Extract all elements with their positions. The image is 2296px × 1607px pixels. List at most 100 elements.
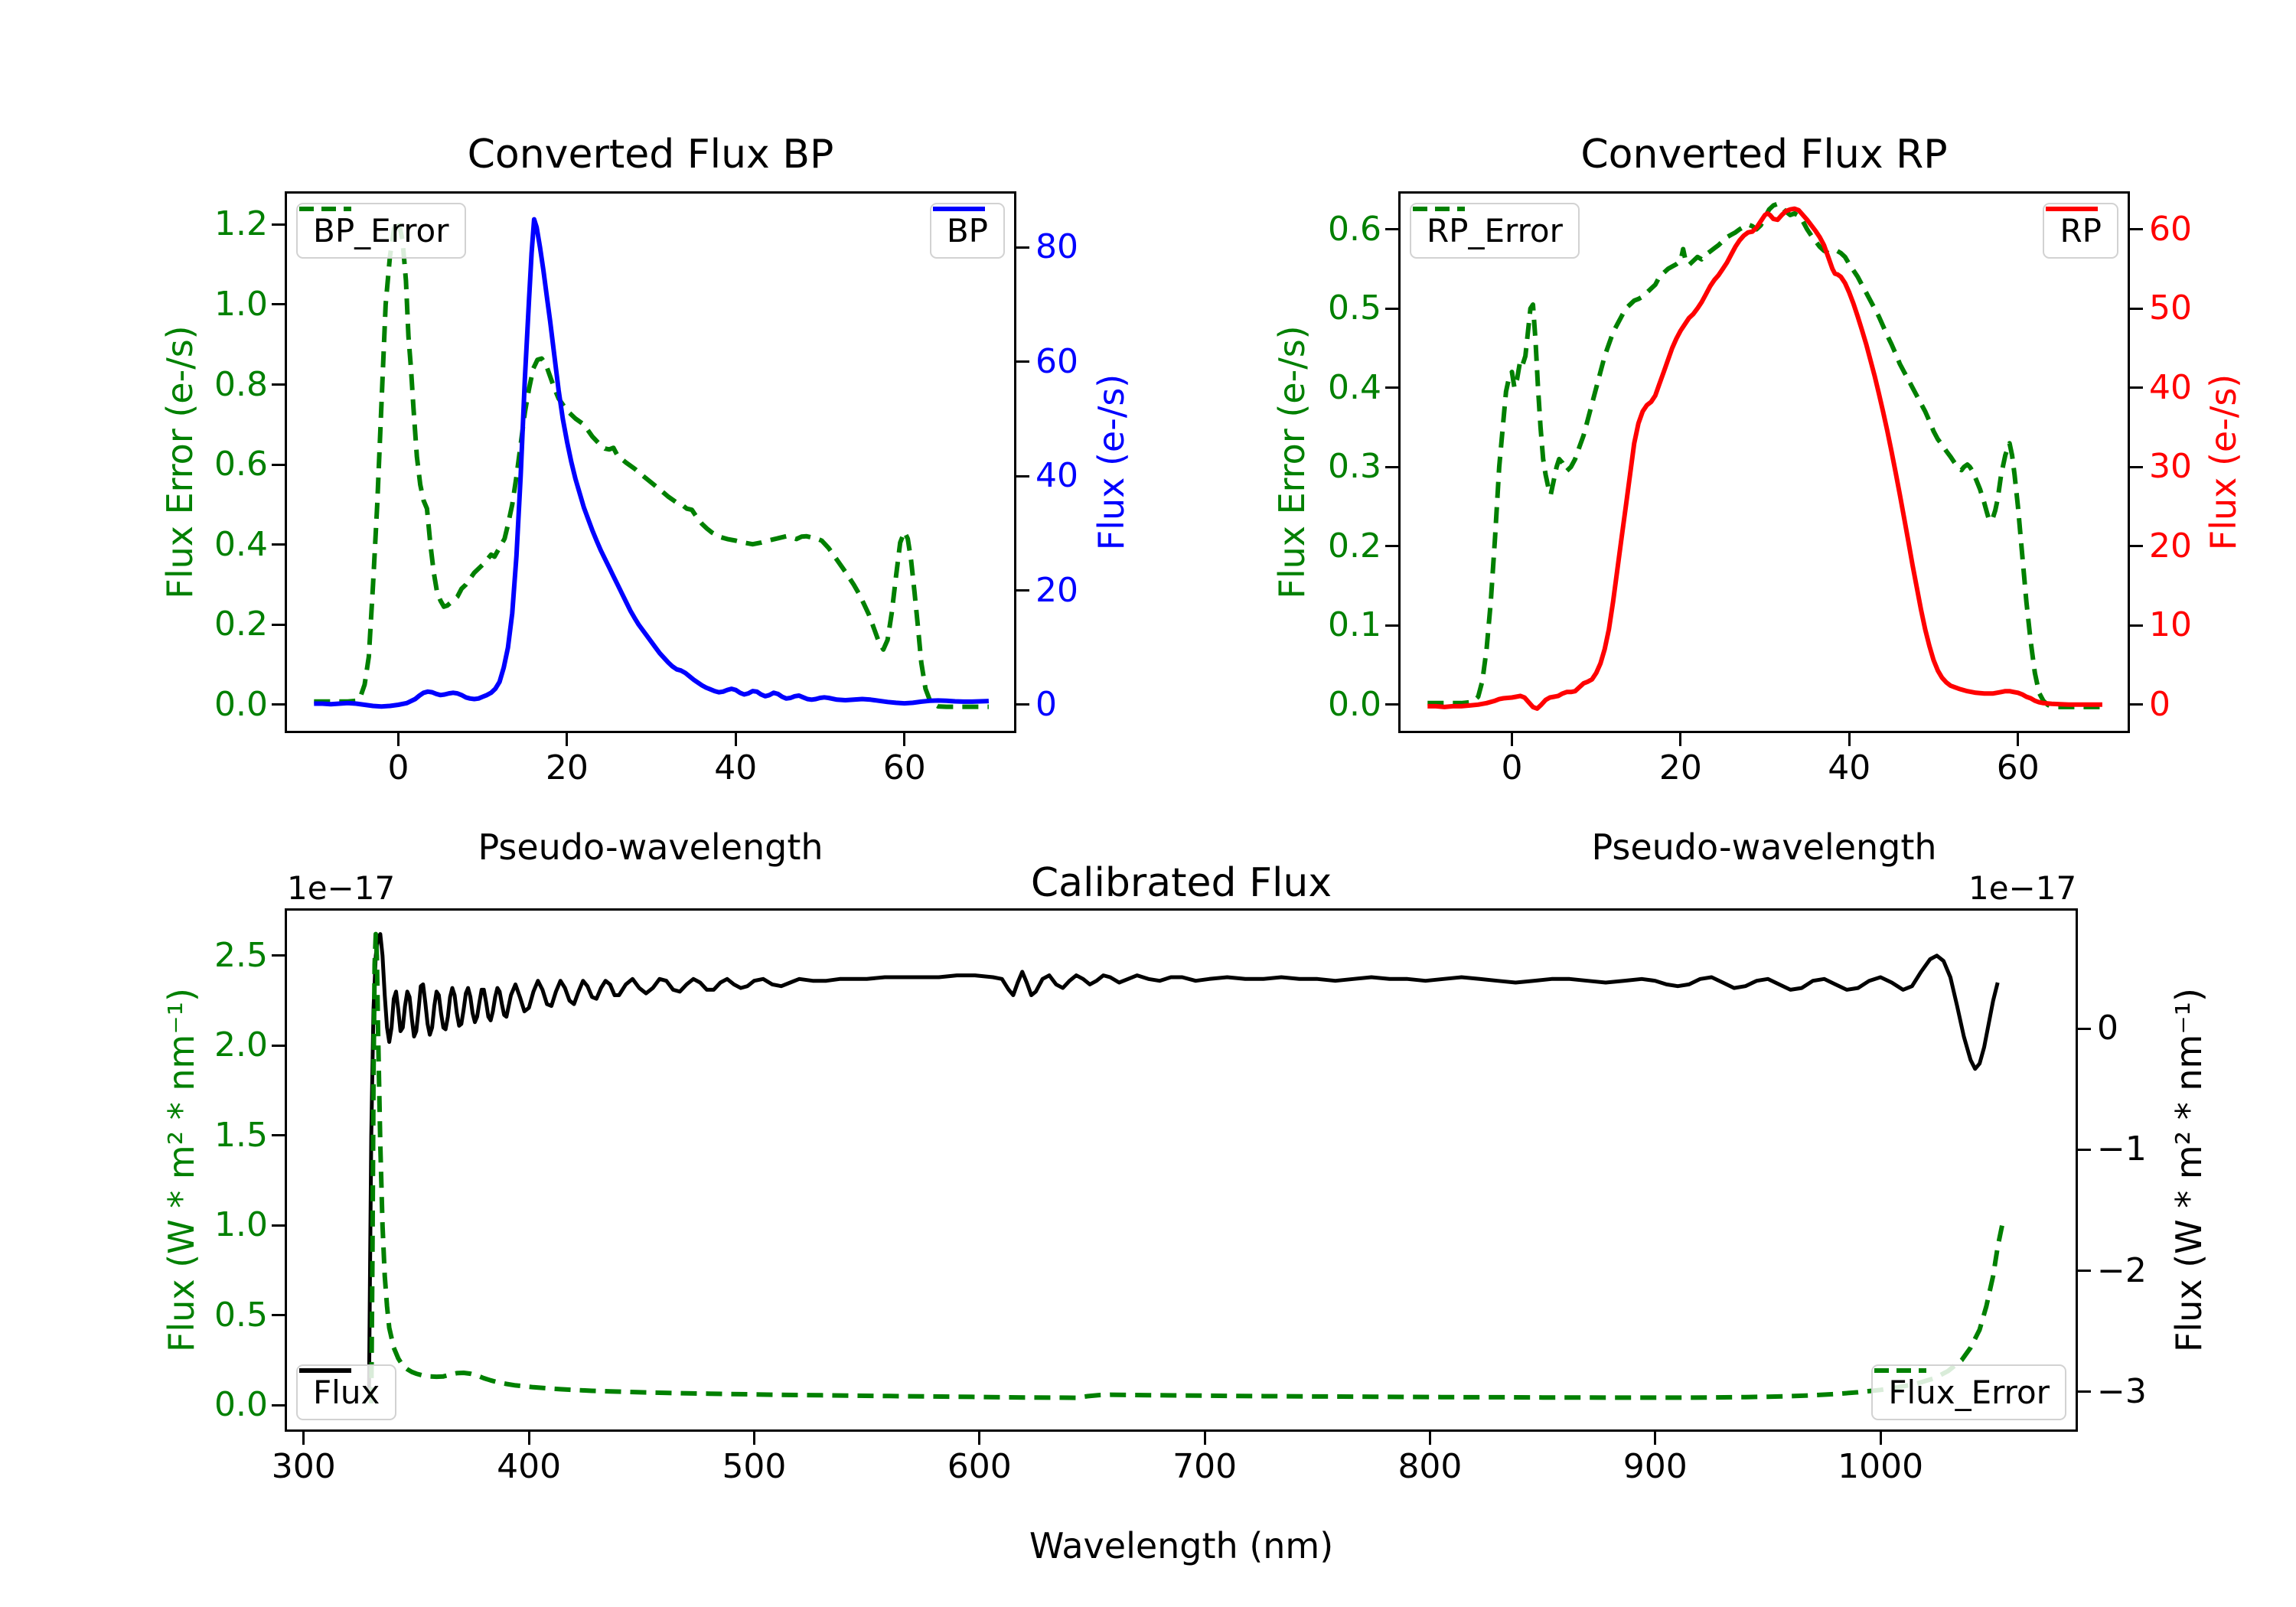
y-tick-mark-left <box>1385 307 1398 310</box>
y-tick-label-left: 0.6 <box>1328 209 1381 249</box>
y-tick-label-right: 10 <box>2149 605 2192 645</box>
x-tick-label: 60 <box>1996 748 2040 787</box>
y-tick-mark-right <box>1016 246 1029 249</box>
y-tick-mark-left <box>272 1314 285 1317</box>
x-tick-mark <box>1879 1432 1882 1445</box>
line-bp-error <box>314 218 989 709</box>
y-tick-label-right: 80 <box>1035 227 1078 267</box>
legend-rp: RP <box>2043 203 2118 259</box>
y-tick-label-right: 0 <box>1035 684 1057 724</box>
y-tick-mark-left <box>1385 228 1398 231</box>
y-tick-mark-right <box>1016 703 1029 706</box>
y-tick-mark-right <box>2078 1270 2091 1273</box>
x-tick-mark <box>978 1432 981 1445</box>
x-tick-label: 0 <box>1501 748 1523 787</box>
y-tick-mark-left <box>1385 465 1398 468</box>
y-axis-label-right-calibrated: Flux (W * m² * nm⁻¹) <box>2168 987 2210 1353</box>
y-tick-mark-right <box>2130 386 2143 390</box>
x-tick-label: 60 <box>882 748 926 787</box>
x-tick-label: 40 <box>714 748 758 787</box>
y-tick-label-right: 0 <box>2149 684 2170 724</box>
y-tick-label-left: 0.0 <box>1328 684 1381 724</box>
y-tick-mark-left <box>272 543 285 546</box>
legend-label-bp: BP <box>946 212 988 249</box>
y-tick-label-right: 0 <box>2097 1009 2118 1048</box>
legend-line-sample-rp-error <box>1413 207 1465 211</box>
y-tick-label-right: 50 <box>2149 288 2192 328</box>
y-tick-label-right: −3 <box>2097 1371 2147 1411</box>
y-tick-mark-right <box>2078 1148 2091 1151</box>
y-tick-label-right: 60 <box>2149 209 2192 249</box>
y-tick-label-left: 0.1 <box>1328 605 1381 645</box>
x-tick-mark <box>302 1432 305 1445</box>
legend-rp-error: RP_Error <box>1410 203 1580 259</box>
line-rp-error <box>1427 201 2102 709</box>
y-tick-label-left: 0.4 <box>214 524 268 564</box>
y-tick-label-left: 1.2 <box>214 204 268 244</box>
legend-bp: BP <box>929 203 1005 259</box>
x-tick-mark <box>1679 733 1682 746</box>
x-axis-label-calibrated: Wavelength (nm) <box>1029 1525 1334 1566</box>
y-tick-label-left: 1.0 <box>214 284 268 324</box>
legend-label-flux: Flux <box>313 1374 380 1411</box>
x-tick-mark <box>566 733 569 746</box>
legend-line-sample-flux <box>299 1368 351 1373</box>
y-tick-label-left: 0.5 <box>214 1295 268 1335</box>
y-tick-label-left: 2.5 <box>214 935 268 975</box>
axes-calibrated-plot-area: Flux Flux_Error <box>285 908 2078 1432</box>
x-tick-label: 300 <box>271 1447 336 1486</box>
x-tick-mark <box>752 1432 755 1445</box>
y-tick-mark-left <box>272 303 285 306</box>
line-rp <box>1427 206 2102 711</box>
y-tick-label-right: 60 <box>1035 341 1078 381</box>
plot-title-bp: Converted Flux BP <box>467 132 834 178</box>
y-tick-mark-right <box>2130 703 2143 706</box>
offset-text-right: 1e−17 <box>1968 869 2077 907</box>
y-tick-mark-left <box>272 954 285 957</box>
offset-text-left: 1e−17 <box>287 869 396 907</box>
y-tick-mark-right <box>2130 307 2143 310</box>
x-tick-mark <box>1428 1432 1431 1445</box>
y-axis-label-left-calibrated: Flux (W * m² * nm⁻¹) <box>161 987 202 1353</box>
legend-line-sample-rp <box>2046 207 2099 211</box>
x-tick-mark <box>734 733 737 746</box>
y-tick-mark-left <box>272 1044 285 1047</box>
y-tick-mark-right <box>1016 360 1029 363</box>
y-tick-label-left: 0.5 <box>1328 288 1381 328</box>
y-tick-label-right: 20 <box>1035 570 1078 610</box>
y-tick-mark-right <box>1016 474 1029 478</box>
x-tick-mark <box>1654 1432 1657 1445</box>
y-tick-mark-left <box>272 1134 285 1137</box>
legend-label-bp-error: BP_Error <box>313 212 449 249</box>
legend-label-flux-error: Flux_Error <box>1888 1374 2050 1411</box>
x-axis-label-rp: Pseudo-wavelength <box>1591 826 1937 868</box>
plot-title-rp: Converted Flux RP <box>1580 132 1948 178</box>
x-tick-label: 20 <box>545 748 589 787</box>
axes-bp-plot-area: BP_Error BP <box>285 191 1016 733</box>
x-tick-label: 700 <box>1172 1447 1238 1486</box>
y-tick-mark-right <box>2130 228 2143 231</box>
axes-rp-plot-area: RP_Error RP <box>1398 191 2130 733</box>
y-tick-label-left: 1.0 <box>214 1205 268 1245</box>
x-tick-mark <box>1848 733 1851 746</box>
y-tick-label-left: 0.8 <box>214 364 268 404</box>
plot-canvas-converted-flux-bp <box>314 217 990 709</box>
x-tick-mark <box>527 1432 530 1445</box>
y-tick-mark-left <box>1385 545 1398 548</box>
y-tick-mark-left <box>1385 703 1398 706</box>
y-tick-mark-right <box>2130 624 2143 627</box>
x-tick-label: 1000 <box>1838 1447 1924 1486</box>
y-tick-label-right: 40 <box>2149 367 2192 407</box>
x-tick-mark <box>903 733 906 746</box>
y-tick-label-left: 0.2 <box>214 605 268 644</box>
y-tick-mark-right <box>2130 545 2143 548</box>
x-tick-label: 0 <box>387 748 409 787</box>
y-tick-label-right: −1 <box>2097 1129 2147 1169</box>
y-tick-label-left: 1.5 <box>214 1115 268 1155</box>
x-axis-label-bp: Pseudo-wavelength <box>478 826 823 868</box>
x-tick-mark <box>1203 1432 1206 1445</box>
line-bp <box>314 217 990 709</box>
x-tick-label: 500 <box>722 1447 787 1486</box>
